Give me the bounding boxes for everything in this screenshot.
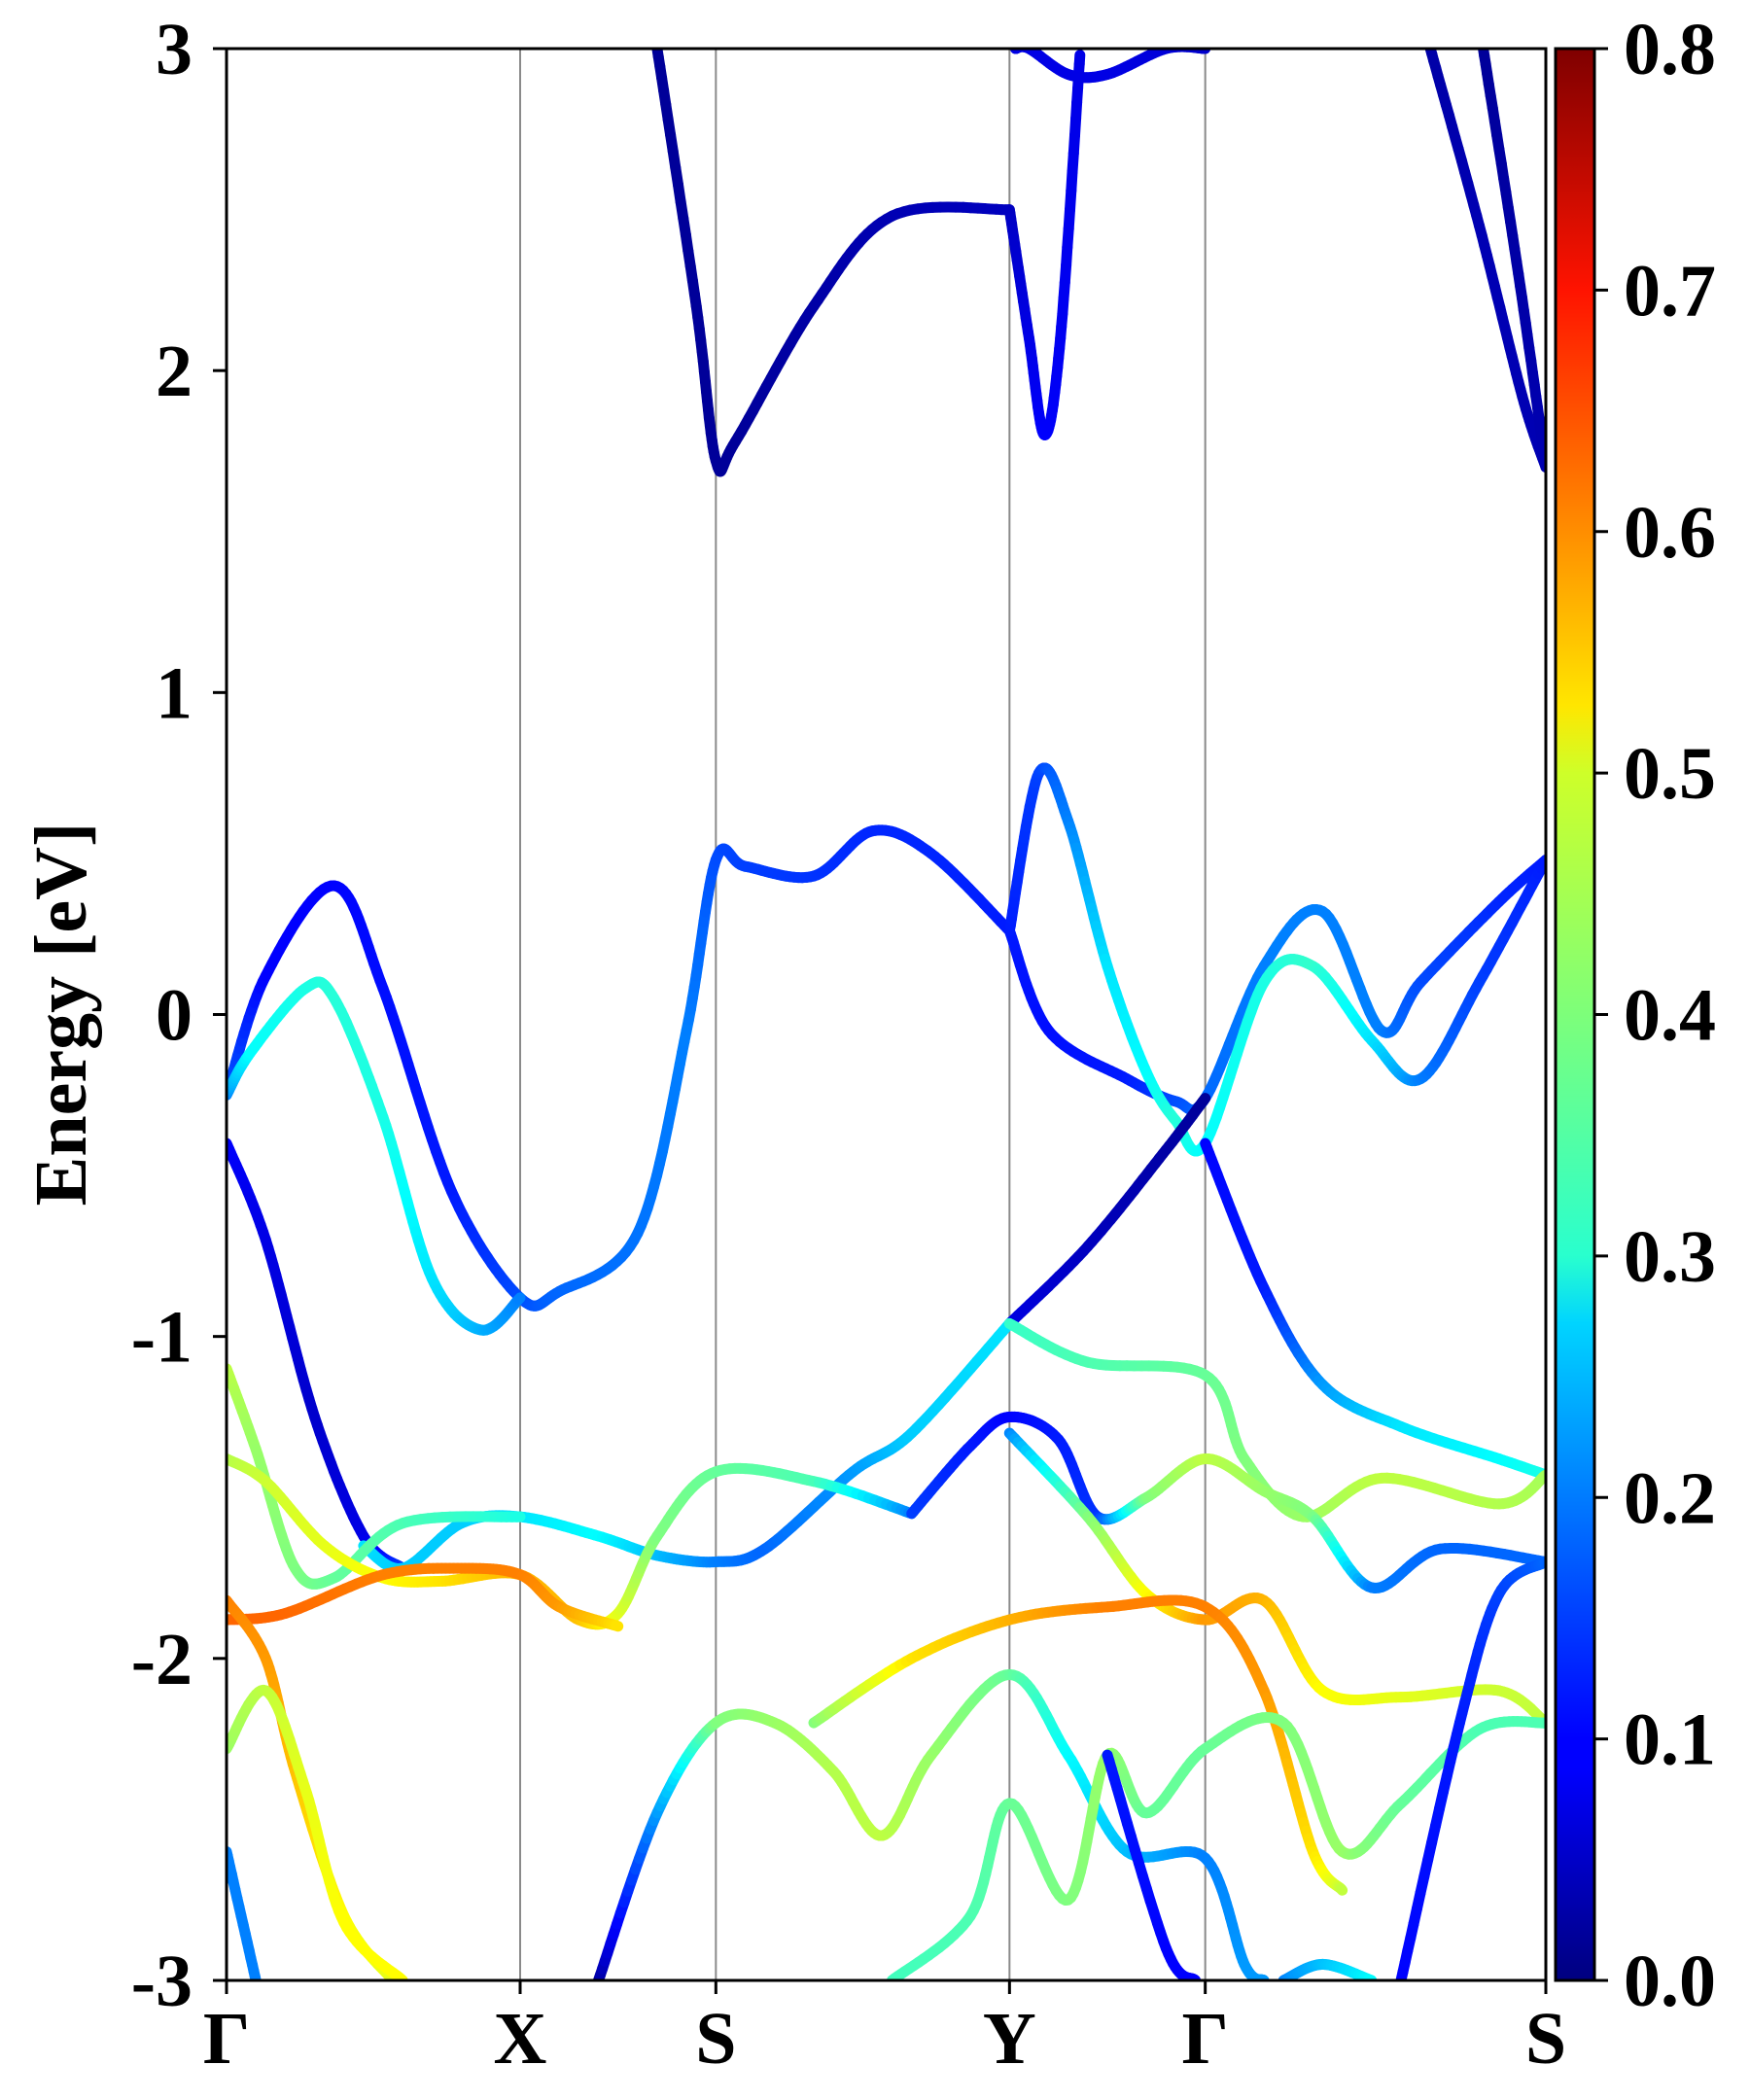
band-vb-1b [1003,855,1546,1116]
y-tick-label: -2 [131,1619,192,1700]
colorbar-tick-label: 0.1 [1624,1699,1716,1781]
band-cb-upper-2 [1003,50,1086,440]
band-segment [1073,50,1086,70]
y-axis-ticks: 3 2 1 0 -1 -2 -3 [131,9,227,2022]
colorbar [1554,47,1596,1982]
x-tick-label: Γ [1181,1998,1228,2080]
x-tick-label: Γ [203,1998,250,2080]
colorbar-ticks: 0.8 0.7 0.6 0.5 0.4 0.3 0.2 0.1 0.0 [1594,9,1716,2022]
band-vb-11 [906,1411,1546,1593]
y-tick-label: 3 [156,9,192,90]
band-segment [1199,1093,1211,1105]
band-vb-3 [1003,762,1546,1157]
colorbar-tick-label: 0.4 [1624,975,1716,1057]
x-tick-label: S [695,1998,736,2080]
band-cb-upper-3 [1009,49,1211,84]
band-vb-22 [1278,1958,1378,1980]
band-segment [611,1620,624,1632]
y-tick-label: 0 [156,975,192,1057]
band-vb-15 [808,1594,1348,1896]
band-vb-2 [227,976,526,1336]
band-vb-4 [1003,1093,1211,1329]
band-vb-1 [227,824,1015,1312]
x-tick-label: Y [983,1998,1036,2080]
band-vb-20 [227,1846,262,1980]
band-vb-5 [227,1138,408,1574]
band-vb-17 [593,1668,1270,1980]
x-tick-label: X [494,1998,547,2080]
band-cb-upper-4 [1424,49,1546,472]
band-cb-upper-1 [651,49,1015,477]
band-vb-19 [1102,1749,1202,1980]
y-axis-label: Energy [eV] [20,822,102,1207]
band-vb-16 [227,1684,408,1980]
colorbar-tick-label: 0.6 [1624,492,1716,574]
colorbar-tick-label: 0.2 [1624,1457,1716,1539]
colorbar-tick-label: 0.5 [1624,733,1716,815]
colorbar-tick-label: 0.0 [1624,1941,1716,2022]
band-vb-6 [1200,1138,1546,1481]
y-tick-label: 2 [156,331,192,412]
energy-bands [227,49,1546,1980]
kpoint-divider-lines [519,49,1207,1980]
band-cb-upper-5 [1478,49,1546,472]
colorbar-tick-label: 0.7 [1624,250,1716,332]
y-tick-label: 1 [156,652,192,734]
colorbar-tick-label: 0.3 [1624,1216,1716,1298]
x-tick-label: S [1525,1998,1566,2080]
y-tick-label: -3 [131,1941,192,2022]
band-vb-12 [227,1562,624,1632]
colorbar-tick-label: 0.8 [1624,9,1716,90]
band-vb-7 [358,1317,1015,1574]
band-segment [1336,1883,1348,1896]
band-vb-21 [1395,1557,1546,1980]
band-vb-9 [1003,1317,1546,1522]
band-segment [513,1292,526,1305]
y-tick-label: -1 [131,1297,192,1379]
